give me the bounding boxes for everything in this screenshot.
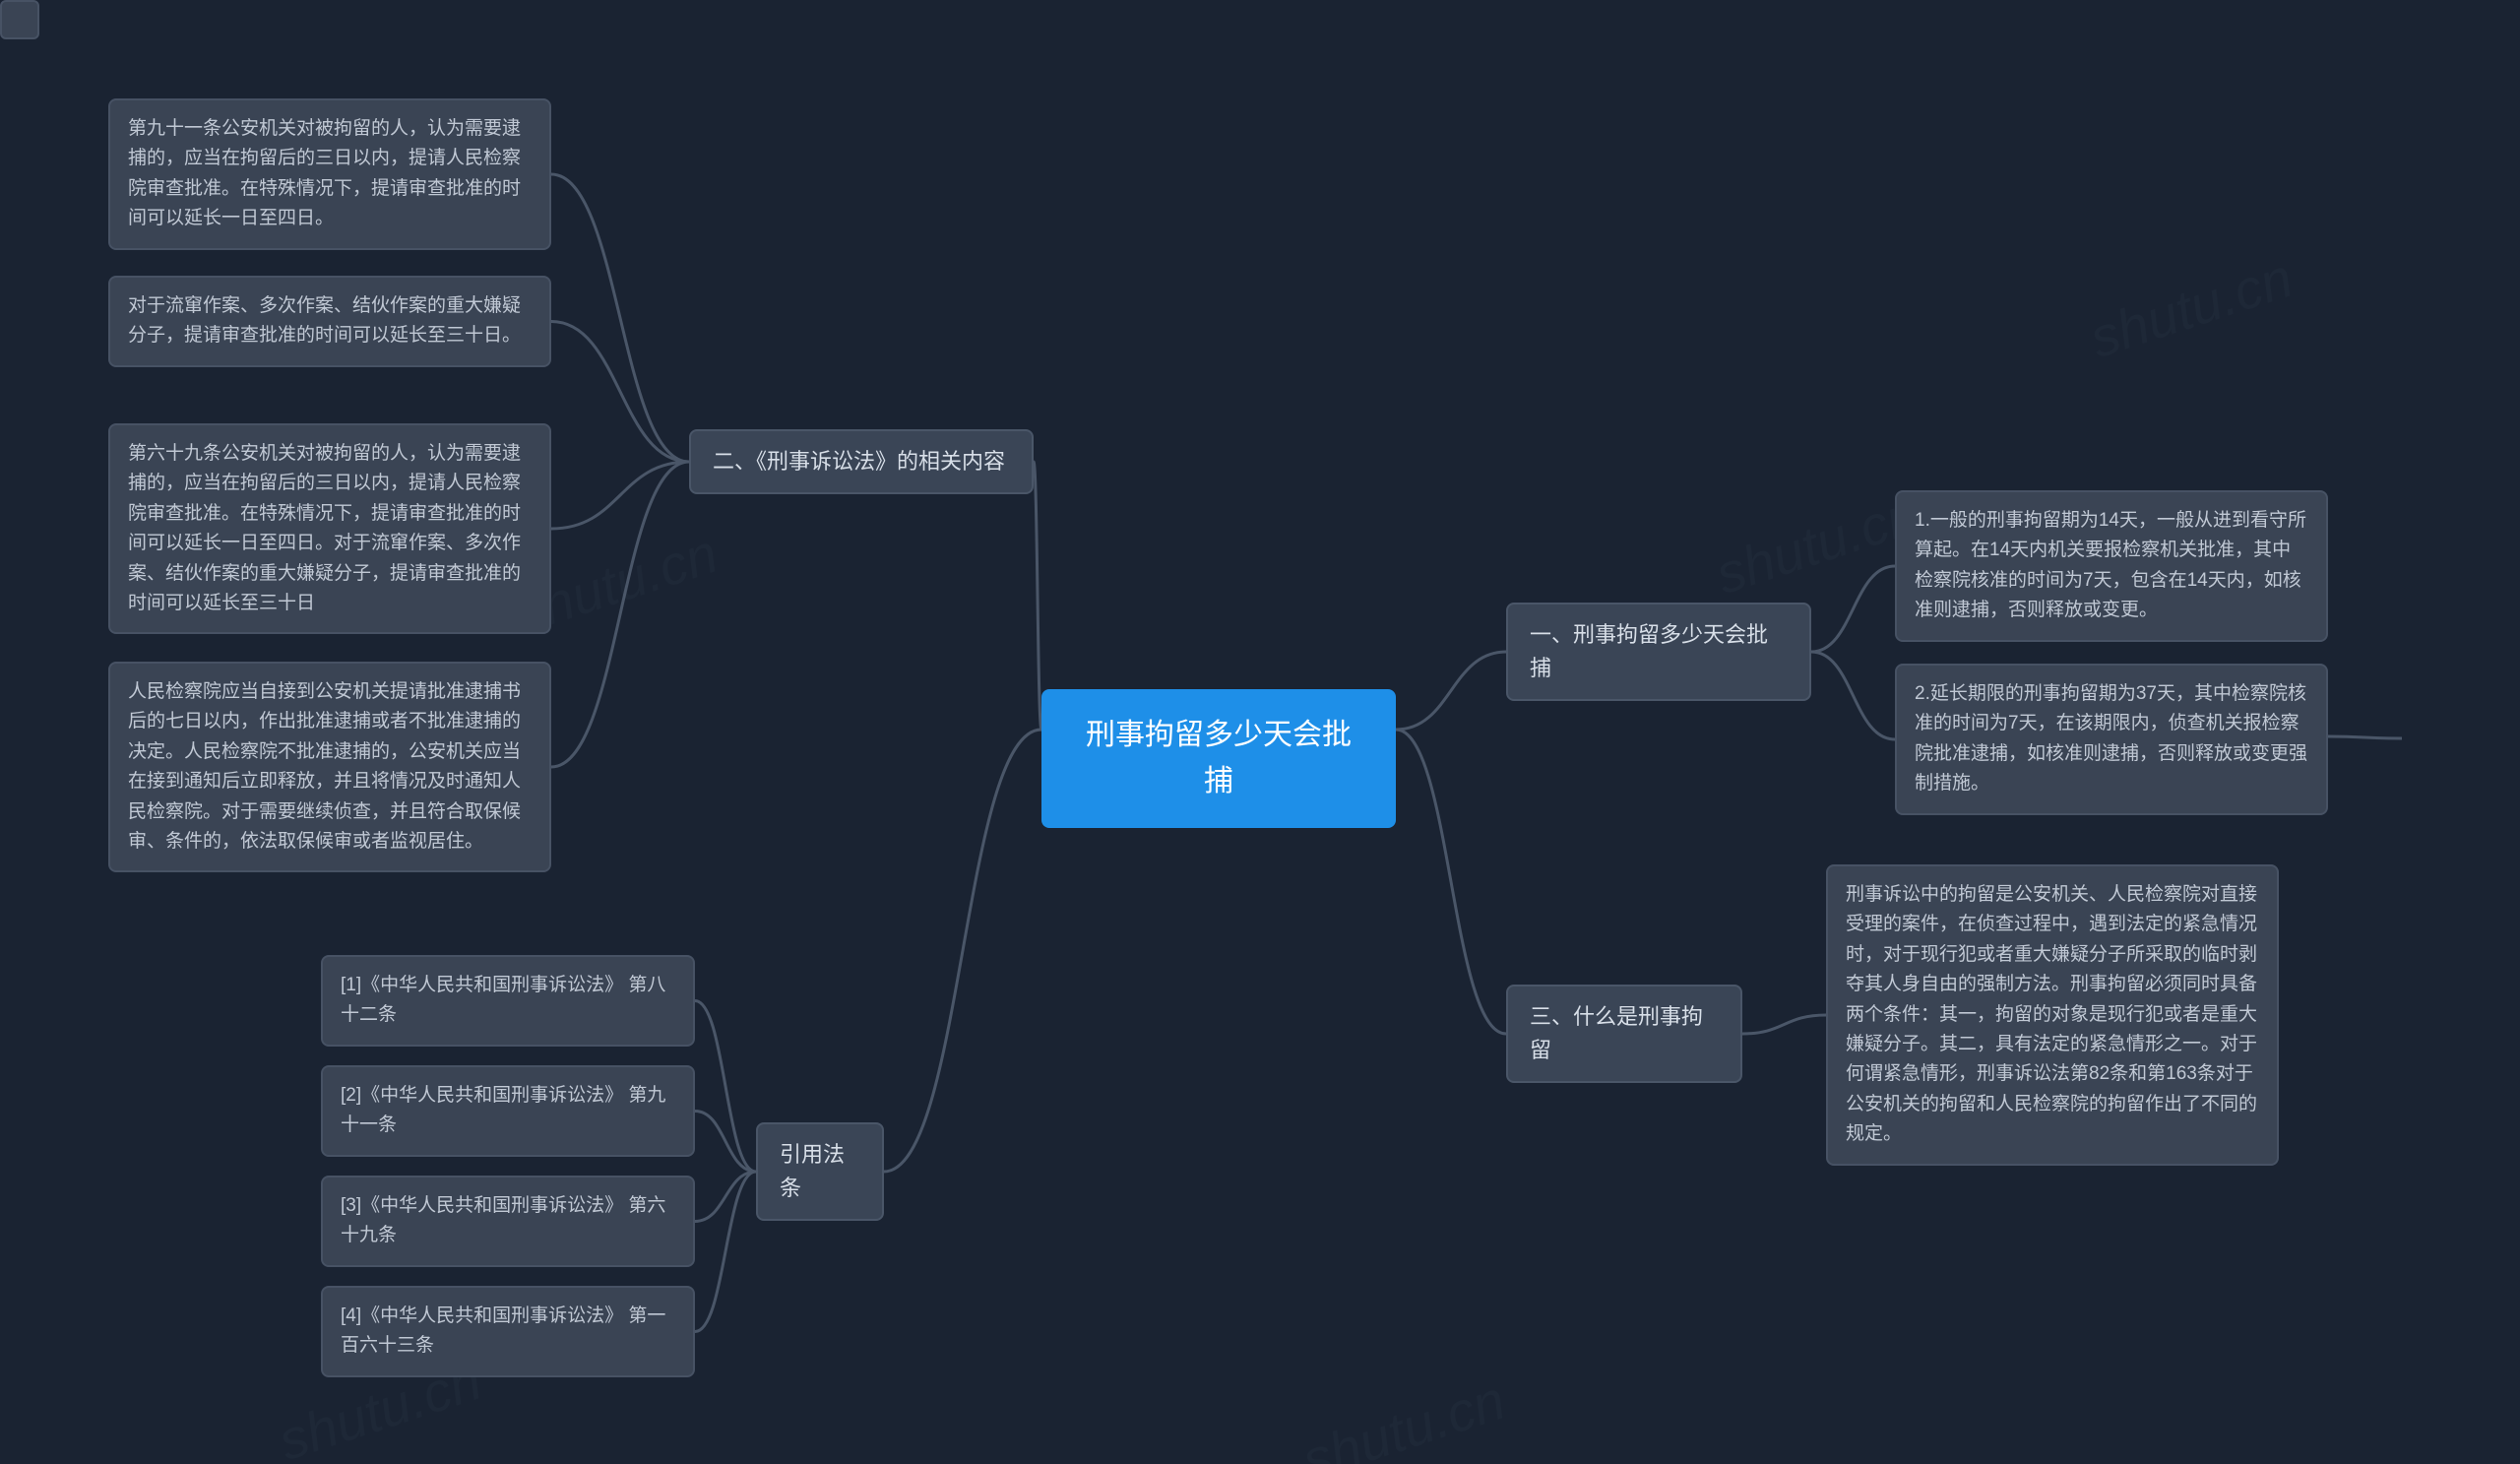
mindmap-canvas: 刑事拘留多少天会批捕 一、刑事拘留多少天会批捕三、什么是刑事拘留 二、《刑事诉讼法… [0,0,2520,1464]
leaf-b4l4: [4]《中华人民共和国刑事诉讼法》 第一百六十三条 [321,1286,695,1377]
branch-b3[interactable]: 三、什么是刑事拘留 [1506,985,1742,1083]
leaf-b2l2: 对于流窜作案、多次作案、结伙作案的重大嫌疑分子，提请审查批准的时间可以延长至三十… [108,276,551,367]
center-node[interactable]: 刑事拘留多少天会批捕 [1041,689,1396,828]
watermark: shutu.cn [1294,1368,1512,1464]
extra-marker [0,0,39,39]
leaf-b1l1: 1.一般的刑事拘留期为14天，一般从进到看守所算起。在14天内机关要报检察机关批… [1895,490,2328,642]
leaf-b2l4: 人民检察院应当自接到公安机关提请批准逮捕书后的七日以内，作出批准逮捕或者不批准逮… [108,662,551,872]
branch-b1[interactable]: 一、刑事拘留多少天会批捕 [1506,603,1811,701]
leaf-b3l1: 刑事诉讼中的拘留是公安机关、人民检察院对直接受理的案件，在侦查过程中，遇到法定的… [1826,864,2279,1166]
leaf-b4l2: [2]《中华人民共和国刑事诉讼法》 第九十一条 [321,1065,695,1157]
branch-b4[interactable]: 引用法条 [756,1122,884,1221]
branch-b2[interactable]: 二、《刑事诉讼法》的相关内容 [689,429,1034,494]
watermark: shutu.cn [1708,481,1925,606]
watermark: shutu.cn [2082,245,2300,370]
leaf-b1l2: 2.延长期限的刑事拘留期为37天，其中检察院核准的时间为7天，在该期限内，侦查机… [1895,664,2328,815]
leaf-b4l3: [3]《中华人民共和国刑事诉讼法》 第六十九条 [321,1176,695,1267]
leaf-b4l1: [1]《中华人民共和国刑事诉讼法》 第八十二条 [321,955,695,1047]
leaf-b2l1: 第九十一条公安机关对被拘留的人，认为需要逮捕的，应当在拘留后的三日以内，提请人民… [108,98,551,250]
leaf-b2l3: 第六十九条公安机关对被拘留的人，认为需要逮捕的，应当在拘留后的三日以内，提请人民… [108,423,551,634]
